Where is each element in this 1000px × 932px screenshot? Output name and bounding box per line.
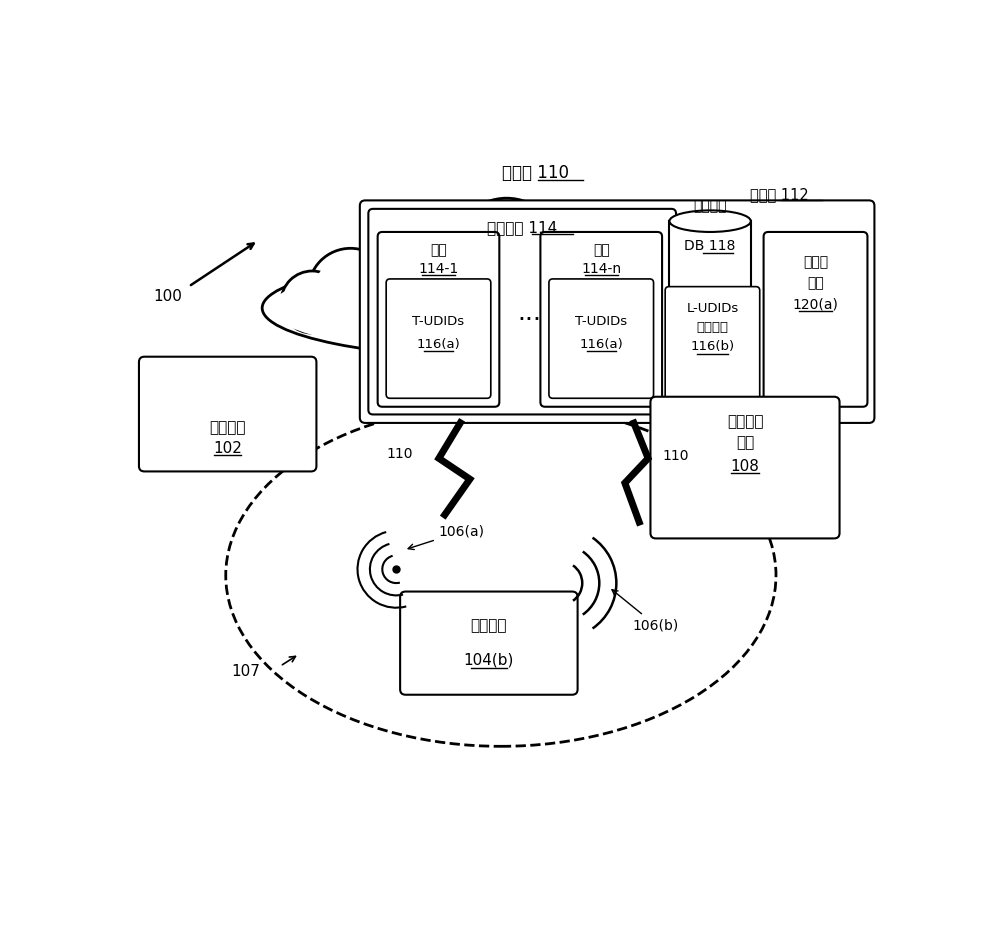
Circle shape [286, 276, 339, 328]
Text: 匿名友好: 匿名友好 [727, 414, 763, 429]
Circle shape [627, 240, 704, 316]
Circle shape [281, 271, 343, 333]
FancyBboxPatch shape [540, 232, 662, 406]
Text: 120(a): 120(a) [793, 297, 838, 311]
FancyBboxPatch shape [378, 232, 499, 406]
Circle shape [633, 246, 698, 310]
FancyBboxPatch shape [650, 397, 840, 539]
Text: 应用: 应用 [807, 276, 824, 290]
Circle shape [308, 248, 393, 332]
Text: 命令设备: 命令设备 [209, 420, 246, 435]
FancyBboxPatch shape [665, 287, 760, 406]
Circle shape [627, 240, 704, 316]
FancyBboxPatch shape [368, 209, 676, 415]
Ellipse shape [277, 254, 748, 362]
Text: 116(a): 116(a) [417, 338, 460, 350]
Text: 服务器 112: 服务器 112 [750, 186, 809, 201]
Circle shape [670, 267, 738, 333]
Text: 106(a): 106(a) [408, 525, 485, 550]
Ellipse shape [262, 257, 763, 359]
Circle shape [383, 226, 465, 307]
Text: L-UDIDs: L-UDIDs [686, 302, 739, 315]
Circle shape [549, 215, 641, 306]
FancyBboxPatch shape [386, 279, 491, 398]
Text: 丢失设备: 丢失设备 [693, 199, 727, 212]
Circle shape [453, 199, 561, 306]
Text: 用户: 用户 [593, 243, 610, 257]
Text: DB 118: DB 118 [684, 239, 736, 253]
Text: 106(b): 106(b) [612, 590, 679, 632]
Text: 104(b): 104(b) [464, 652, 514, 667]
Ellipse shape [669, 211, 751, 232]
Text: 102: 102 [213, 441, 242, 456]
Text: 107: 107 [232, 665, 261, 679]
Ellipse shape [270, 260, 755, 356]
Text: 116(b): 116(b) [690, 340, 735, 353]
Text: 查找器: 查找器 [803, 255, 828, 269]
Text: 108: 108 [731, 459, 759, 473]
Text: 丢失设备: 丢失设备 [471, 618, 507, 633]
Text: T-UDIDs: T-UDIDs [412, 315, 465, 328]
FancyBboxPatch shape [549, 279, 654, 398]
Circle shape [453, 199, 561, 306]
Circle shape [315, 254, 386, 325]
FancyBboxPatch shape [764, 232, 867, 406]
Text: 用户列表 114: 用户列表 114 [487, 220, 557, 235]
Text: 100: 100 [153, 289, 182, 304]
Circle shape [376, 218, 472, 314]
Text: 用户: 用户 [430, 243, 447, 257]
Text: 114-1: 114-1 [418, 262, 459, 276]
Text: （位置）: （位置） [696, 321, 728, 334]
Text: 114-n: 114-n [581, 262, 621, 276]
Text: 设备: 设备 [736, 435, 754, 450]
FancyBboxPatch shape [360, 200, 874, 423]
Text: ···: ··· [518, 308, 542, 332]
Circle shape [376, 218, 472, 314]
Text: 云网络 110: 云网络 110 [502, 164, 569, 183]
FancyBboxPatch shape [400, 592, 578, 694]
Circle shape [549, 215, 641, 306]
Bar [669, 221, 751, 292]
Text: 116(a): 116(a) [579, 338, 623, 350]
Text: T-UDIDs: T-UDIDs [575, 315, 627, 328]
Circle shape [675, 271, 733, 328]
Circle shape [556, 222, 634, 299]
Circle shape [461, 206, 553, 297]
Text: 110: 110 [662, 449, 688, 463]
Circle shape [670, 267, 738, 333]
Circle shape [308, 248, 393, 332]
FancyBboxPatch shape [139, 357, 316, 472]
Text: 110: 110 [387, 446, 413, 460]
Circle shape [281, 271, 343, 333]
